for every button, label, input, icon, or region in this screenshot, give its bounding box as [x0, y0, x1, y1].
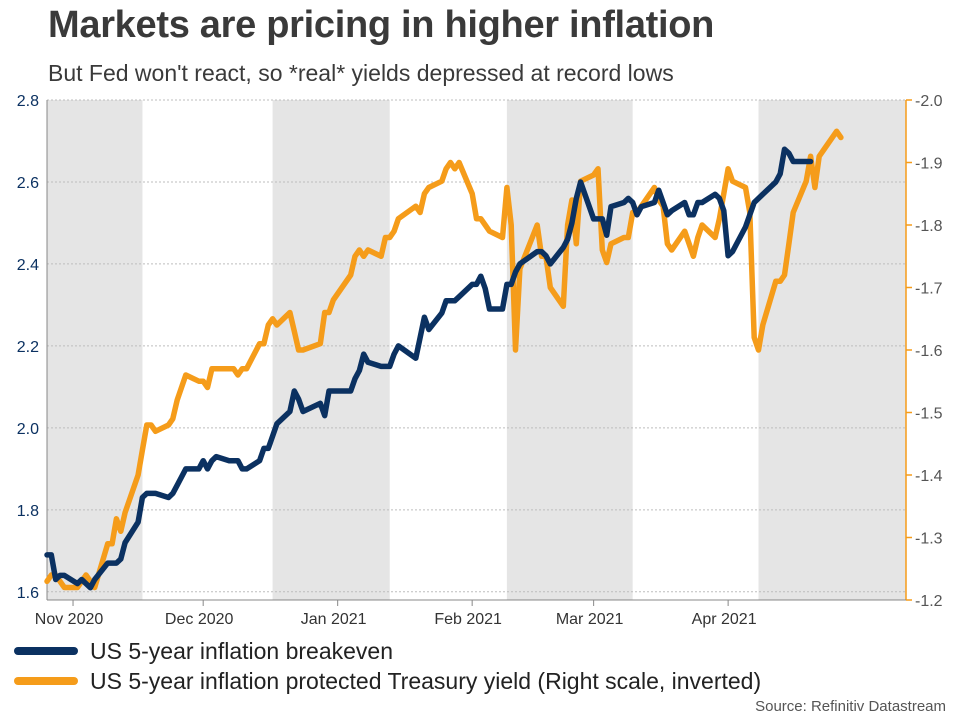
right-tick-label: -1.8	[915, 218, 943, 235]
axes: 1.6 1.8 2.0 2.2 2.4 2.6 2.8 -2.0 -1.9 -1.8 -1.7 -1.…	[17, 93, 943, 628]
legend: US 5-year inflation breakeven US 5-year …	[14, 636, 761, 696]
left-tick-label: 2.8	[17, 93, 39, 110]
right-tick-label: -1.9	[915, 156, 943, 173]
left-tick-label: 2.4	[17, 257, 39, 274]
chart-subtitle: But Fed won't react, so *real* yields de…	[48, 60, 674, 86]
legend-label-tips-yield: US 5-year inflation protected Treasury y…	[90, 667, 762, 694]
left-tick-label: 2.2	[17, 339, 39, 356]
legend-item-breakeven: US 5-year inflation breakeven	[14, 636, 761, 666]
left-tick-label: 1.6	[17, 585, 39, 602]
right-tick-label: -1.3	[915, 531, 943, 548]
left-tick-label: 1.8	[17, 503, 39, 520]
series-lines	[44, 128, 844, 591]
x-tick-label: Jan 2021	[301, 611, 367, 628]
right-tick-label: -1.5	[915, 406, 943, 423]
x-tick-label: Apr 2021	[692, 611, 757, 628]
legend-swatch-breakeven	[14, 647, 78, 655]
source-note: Source: Refinitiv Datastream	[755, 698, 946, 715]
legend-label-breakeven: US 5-year inflation breakeven	[90, 637, 393, 664]
right-tick-label: -1.6	[915, 343, 943, 360]
gridlines	[47, 99, 906, 593]
right-tick-label: -1.2	[915, 593, 943, 610]
legend-swatch-tips-yield	[14, 677, 78, 685]
shaded-month	[47, 100, 143, 600]
shaded-month	[506, 100, 633, 600]
shaded-month	[272, 100, 390, 600]
x-tick-label: Feb 2021	[434, 611, 502, 628]
x-tick-label: Mar 2021	[556, 611, 624, 628]
legend-item-tips-yield: US 5-year inflation protected Treasury y…	[14, 666, 761, 696]
x-tick-label: Dec 2020	[165, 611, 234, 628]
series-line-breakeven	[44, 146, 814, 591]
series-line-tips-yield	[44, 128, 844, 591]
right-tick-label: -2.0	[915, 93, 943, 110]
chart-title: Markets are pricing in higher inflation	[48, 4, 715, 46]
x-tick-label: Nov 2020	[35, 611, 104, 628]
right-tick-label: -1.4	[915, 468, 943, 485]
right-tick-label: -1.7	[915, 281, 943, 298]
left-tick-label: 2.0	[17, 421, 39, 438]
month-shading	[47, 100, 906, 600]
shaded-month	[758, 100, 906, 600]
chart-area: 1.6 1.8 2.0 2.2 2.4 2.6 2.8 -2.0 -1.9 -1.8 -1.7 -1.…	[17, 93, 943, 628]
left-tick-label: 2.6	[17, 175, 39, 192]
